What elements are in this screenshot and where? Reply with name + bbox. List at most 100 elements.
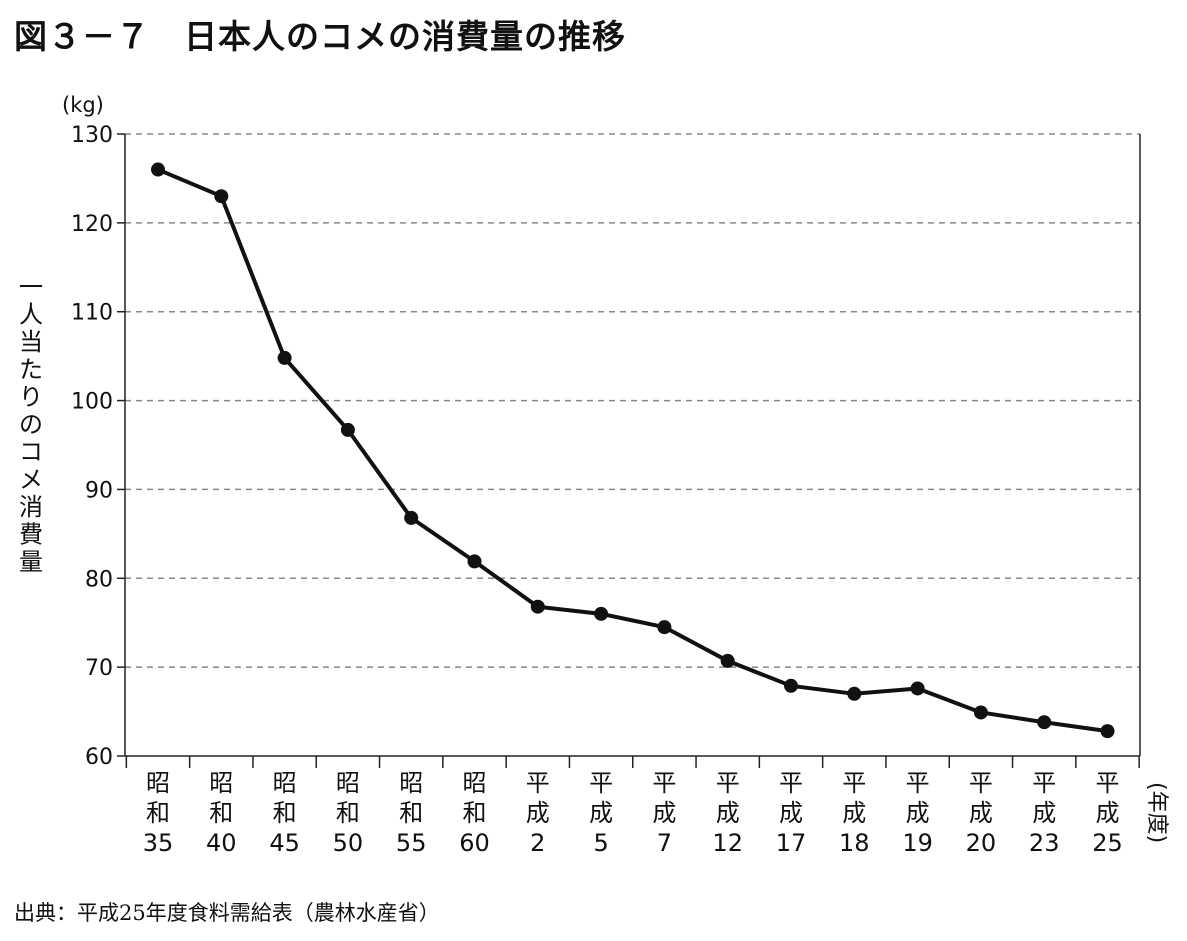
x-tick-label-part: 平 — [906, 769, 930, 797]
y-tick-label: 70 — [85, 656, 113, 681]
y-axis-label-char: 消 — [19, 493, 43, 521]
y-axis-label-char: の — [19, 411, 43, 439]
data-point — [1100, 724, 1115, 739]
x-tick-label-part: 成 — [526, 799, 550, 827]
data-point — [973, 705, 988, 720]
x-tick-label-part: 昭 — [146, 769, 170, 797]
x-tick-label-part: 昭 — [209, 769, 233, 797]
y-tick-label: 80 — [85, 567, 113, 592]
x-tick-labels: 昭和35昭和40昭和45昭和50昭和55昭和60平成2平成5平成7平成12平成1… — [143, 769, 1123, 857]
x-tick-label-part: 7 — [657, 829, 672, 857]
x-tick-label: 平成2 — [526, 769, 550, 857]
x-tick-label-part: 成 — [1096, 799, 1120, 827]
x-tick-label-part: 50 — [333, 829, 364, 857]
y-tick-label: 90 — [85, 478, 113, 503]
data-point — [657, 620, 672, 635]
x-tick-label: 平成7 — [652, 769, 676, 857]
x-tick-label-part: 45 — [269, 829, 300, 857]
data-point — [277, 350, 292, 365]
x-tick-label-part: 平 — [589, 769, 613, 797]
x-tick-label-part: 25 — [1092, 829, 1123, 857]
axes — [117, 133, 1141, 768]
x-tick-label-part: 平 — [969, 769, 993, 797]
x-tick-label-part: 成 — [906, 799, 930, 827]
source-note: 出典：平成25年度食料需給表（農林水産省） — [14, 901, 440, 925]
y-tick-label: 60 — [85, 745, 113, 770]
data-point — [340, 422, 355, 437]
y-unit-label: (kg) — [62, 93, 104, 117]
data-points — [151, 162, 1115, 739]
x-tick-label-part: 昭 — [273, 769, 297, 797]
data-point — [467, 554, 482, 569]
data-point — [847, 686, 862, 701]
x-tick-label-part: 和 — [209, 799, 233, 827]
x-tick-label-part: 17 — [776, 829, 807, 857]
x-tick-label-part: 60 — [459, 829, 490, 857]
data-point — [720, 653, 735, 668]
x-tick-label-part: 成 — [842, 799, 866, 827]
y-axis-label-char: メ — [19, 466, 43, 494]
x-tick-label-part: 40 — [206, 829, 237, 857]
x-tick-label-part: 和 — [399, 799, 423, 827]
x-tick-label-part: 昭 — [399, 769, 423, 797]
y-tick-label: 100 — [71, 390, 113, 415]
x-tick-label-part: 5 — [593, 829, 608, 857]
x-tick-label-part: 平 — [652, 769, 676, 797]
x-tick-label-part: 平 — [779, 769, 803, 797]
x-tick-label-part: 和 — [336, 799, 360, 827]
x-unit-label: (年度) — [1144, 782, 1169, 843]
y-axis-label-char: た — [19, 356, 43, 384]
y-axis-label-char: り — [19, 383, 43, 411]
x-tick-label-part: 成 — [1032, 799, 1056, 827]
y-axis-label-char: 人 — [19, 301, 43, 329]
x-tick-label-part: 成 — [969, 799, 993, 827]
y-axis-label-char: 一 — [19, 273, 43, 301]
data-point — [151, 162, 165, 177]
x-tick-label-part: 昭 — [463, 769, 487, 797]
x-axis-unit-label: (年度) — [1144, 782, 1169, 843]
x-tick-label-part: 18 — [839, 829, 870, 857]
data-point — [910, 681, 925, 696]
data-point — [594, 606, 609, 621]
series-line — [157, 167, 1108, 734]
y-tick-label: 110 — [71, 301, 113, 326]
data-point — [530, 599, 545, 614]
data-point — [784, 678, 798, 693]
x-tick-label-part: 23 — [1029, 829, 1060, 857]
x-tick-label-part: 20 — [966, 829, 997, 857]
x-tick-label-part: 平 — [842, 769, 866, 797]
y-axis-label-char: 費 — [19, 521, 43, 549]
chart-title: 図３－７ 日本人のコメの消費量の推移 — [14, 17, 626, 56]
y-axis-label-char: コ — [19, 438, 43, 466]
gridlines — [125, 133, 1140, 668]
x-tick-label-part: 和 — [146, 799, 170, 827]
x-tick-label-part: 平 — [716, 769, 740, 797]
data-point — [404, 510, 419, 525]
x-tick-label-part: 和 — [463, 799, 487, 827]
x-tick-label-part: 2 — [530, 829, 545, 857]
x-tick-label-part: 平 — [1096, 769, 1120, 797]
y-axis-label-char: 量 — [19, 548, 43, 576]
x-tick-label: 平成5 — [589, 769, 613, 857]
x-tick-label-part: 成 — [589, 799, 613, 827]
x-tick-label-part: 55 — [396, 829, 427, 857]
y-tick-label: 130 — [71, 123, 113, 148]
y-axis-label-char: 当 — [19, 328, 43, 356]
x-tick-label-part: 19 — [902, 829, 933, 857]
x-tick-label: 平成25 — [1092, 769, 1123, 857]
x-tick-label-part: 平 — [1032, 769, 1056, 797]
